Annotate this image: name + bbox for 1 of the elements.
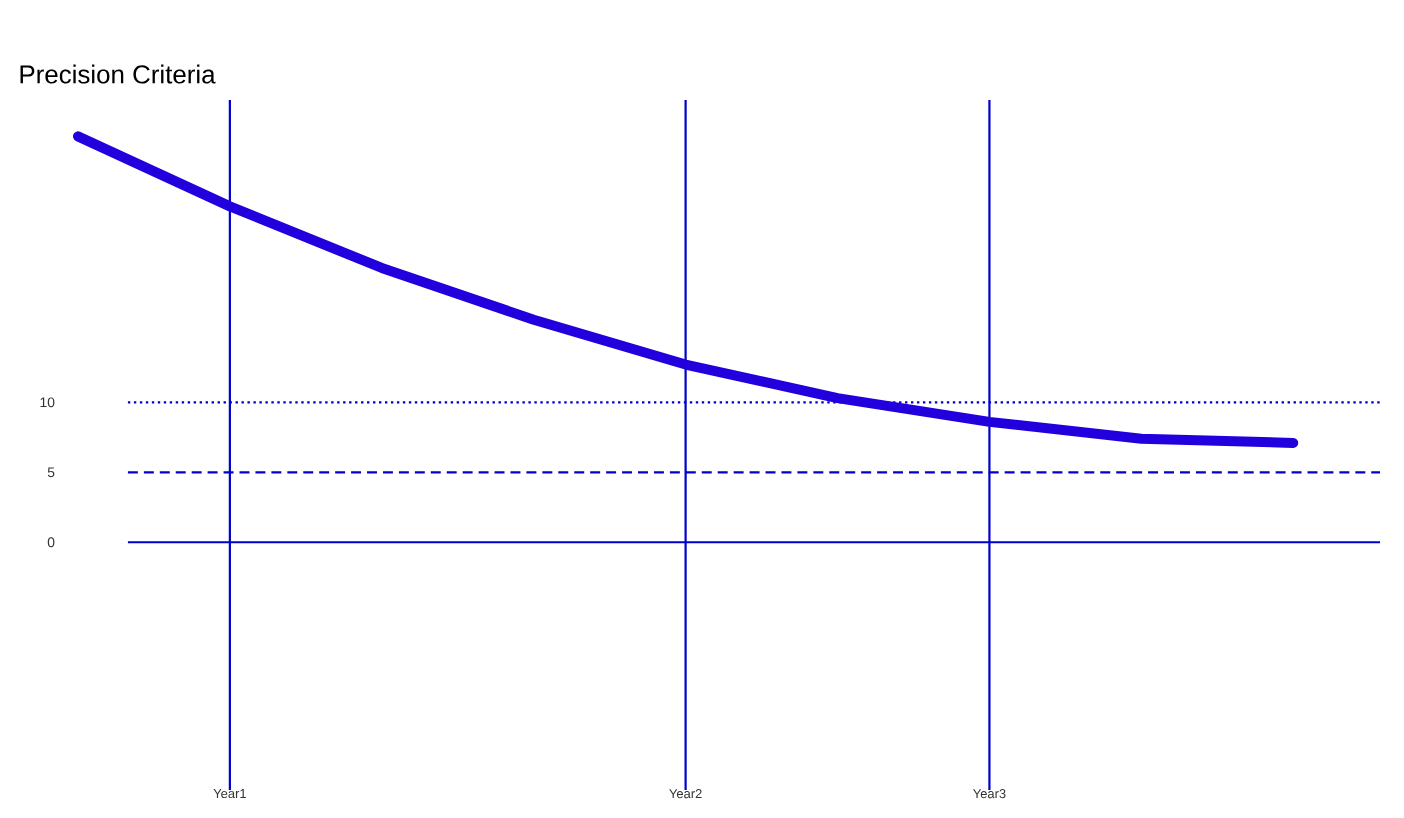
chart-title: Precision Criteria	[20, 64, 216, 84]
